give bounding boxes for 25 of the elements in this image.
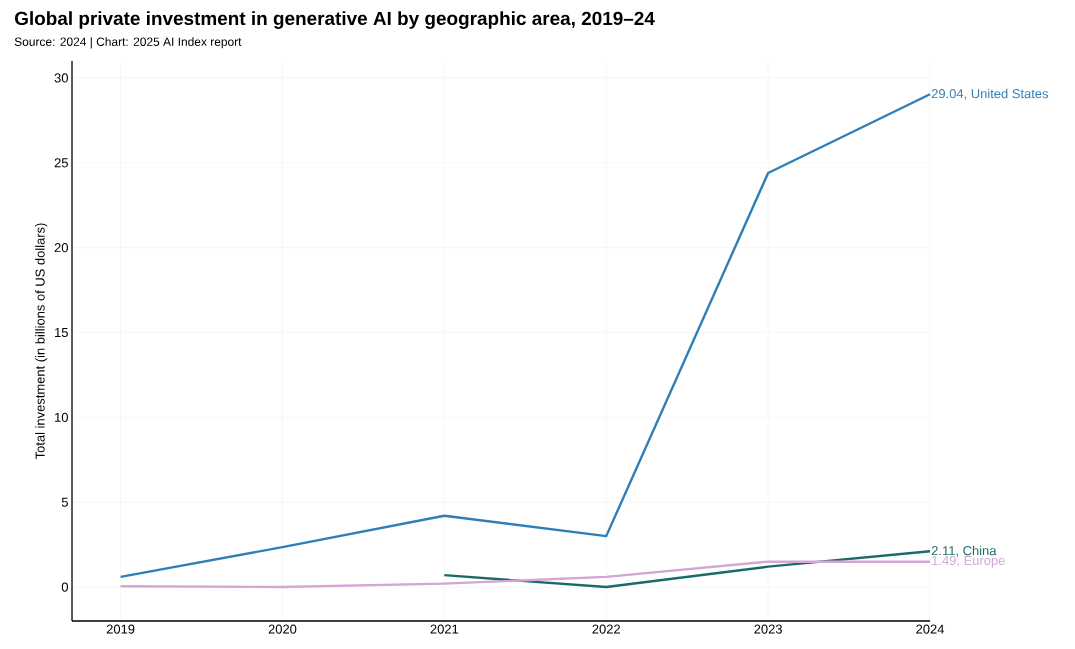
data-label: 1.49, <box>932 555 959 567</box>
text: China <box>963 545 997 556</box>
data-label: 2.11, <box>931 546 958 557</box>
x-tick-label: 2022 <box>592 624 620 634</box>
line-series <box>119 93 932 579</box>
x-tick-label: 2024 <box>916 624 945 634</box>
data-label: 29.04, <box>931 89 967 100</box>
x-tick-label: 2019 <box>106 624 135 634</box>
x-tick-label: 2023 <box>754 624 782 634</box>
line-series <box>443 550 932 589</box>
source-note: Source: 2024 | Chart: 2025 AI Index report <box>14 37 242 49</box>
y-tick-label: 20 <box>54 243 68 253</box>
y-tick-label: 0 <box>61 582 68 592</box>
y-tick-label: 15 <box>55 327 68 338</box>
y-tick-label: 25 <box>54 158 68 168</box>
x-tick-label: 2020 <box>268 624 297 634</box>
line-series <box>119 560 932 589</box>
text: Europe <box>964 556 1005 568</box>
chart-title: Global private investment in generative AI by geographic area, 2019–24 <box>14 11 655 29</box>
y-tick-label: 10 <box>55 412 68 422</box>
x-tick-label: 2021 <box>430 624 459 634</box>
y-tick-label: 30 <box>54 73 68 83</box>
text: United States <box>971 88 1049 99</box>
y-axis-title: Total investment (in billions of US dollars) <box>35 223 48 460</box>
y-tick-label: 5 <box>61 497 68 507</box>
